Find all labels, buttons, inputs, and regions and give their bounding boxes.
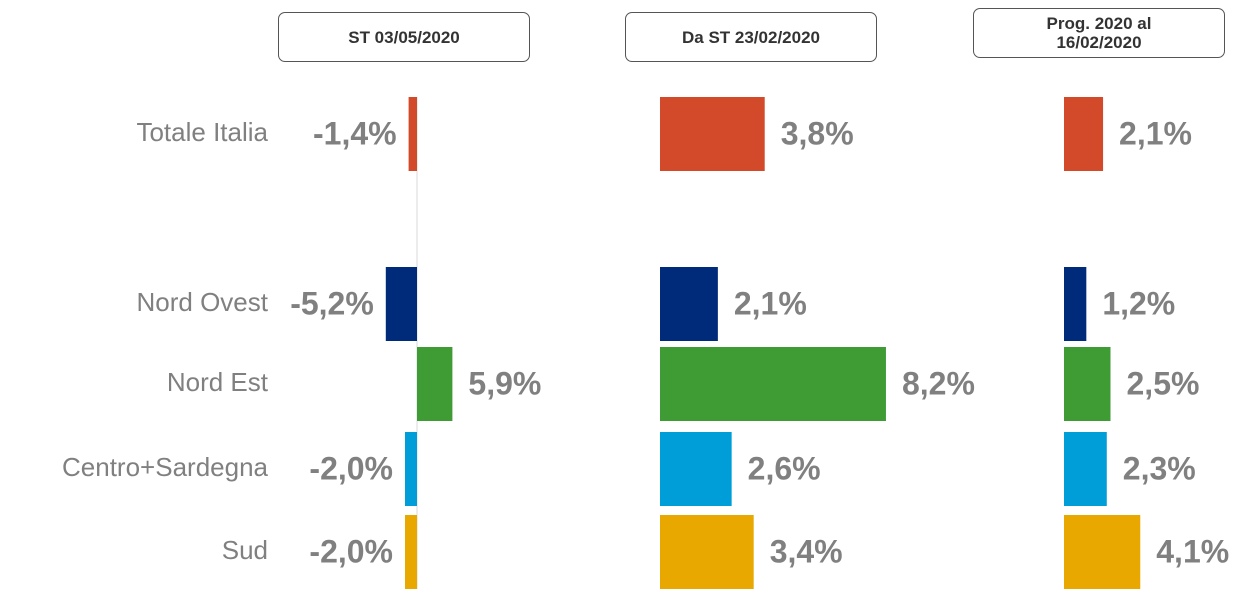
- bar: [660, 267, 718, 341]
- value-label: -2,0%: [309, 533, 393, 569]
- bar: [1064, 97, 1104, 171]
- category-label: Sud: [222, 535, 268, 565]
- value-label: 3,4%: [770, 533, 843, 569]
- value-label: 3,8%: [781, 115, 854, 151]
- value-label: 2,6%: [748, 450, 821, 486]
- bar: [1064, 432, 1107, 506]
- bar: [408, 97, 417, 171]
- bar: [660, 347, 886, 421]
- panel-header: Prog. 2020 al 16/02/2020: [973, 8, 1225, 58]
- category-label: Centro+Sardegna: [62, 452, 269, 482]
- value-label: 1,2%: [1102, 285, 1175, 321]
- value-label: -2,0%: [309, 450, 393, 486]
- bar: [1064, 347, 1111, 421]
- bar: [1064, 267, 1087, 341]
- bar: [405, 432, 417, 506]
- value-label: 2,1%: [1119, 115, 1192, 151]
- bar: [660, 97, 765, 171]
- value-label: 5,9%: [468, 365, 541, 401]
- bar: [1064, 515, 1141, 589]
- category-label: Nord Ovest: [137, 287, 269, 317]
- panel-header: ST 03/05/2020: [278, 12, 530, 62]
- bar: [417, 347, 453, 421]
- bar: [660, 432, 732, 506]
- category-label: Nord Est: [167, 367, 269, 397]
- value-label: -5,2%: [290, 285, 374, 321]
- value-label: 8,2%: [902, 365, 975, 401]
- value-label: -1,4%: [313, 115, 397, 151]
- value-label: 2,5%: [1127, 365, 1200, 401]
- panel-header: Da ST 23/02/2020: [625, 12, 877, 62]
- bar: [385, 267, 417, 341]
- category-label: Totale Italia: [136, 117, 268, 147]
- value-label: 4,1%: [1156, 533, 1229, 569]
- value-label: 2,1%: [734, 285, 807, 321]
- bar: [405, 515, 417, 589]
- value-label: 2,3%: [1123, 450, 1196, 486]
- bar: [660, 515, 754, 589]
